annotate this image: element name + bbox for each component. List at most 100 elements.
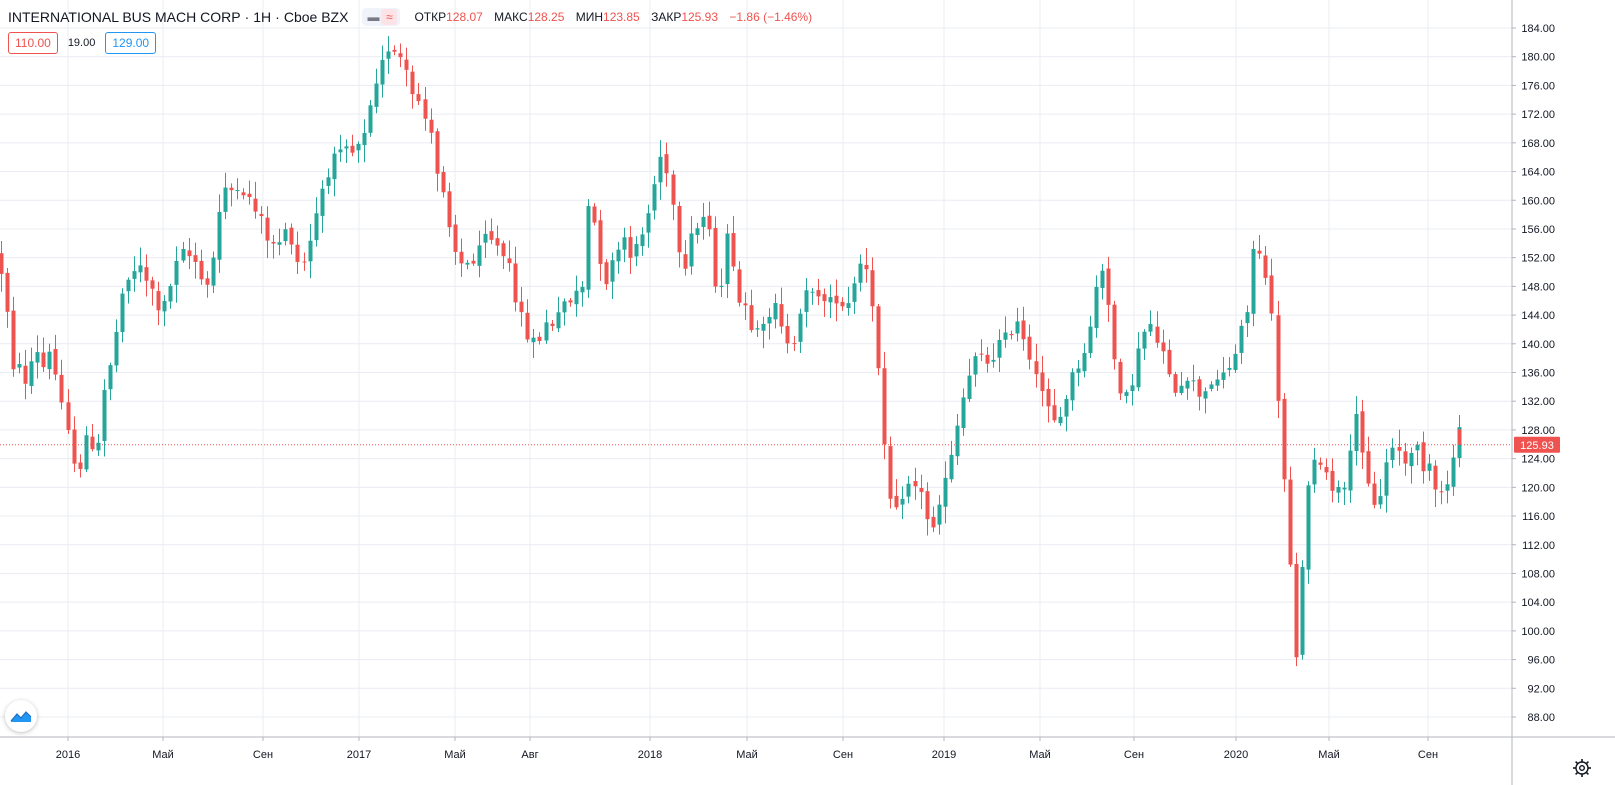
candle-body — [725, 233, 730, 285]
candle-body — [816, 290, 821, 297]
y-tick-label: 120.00 — [1521, 482, 1555, 494]
candle-body — [1058, 416, 1063, 424]
candle-body — [1324, 467, 1329, 473]
high-value: 128.25 — [527, 10, 565, 24]
low-label: МИН — [575, 10, 604, 24]
candle-body — [525, 312, 530, 340]
candle-body — [652, 184, 657, 211]
high-label: МАКС — [494, 10, 528, 24]
y-tick-label: 108.00 — [1521, 568, 1555, 580]
approx-icon[interactable]: ≈ — [381, 9, 398, 25]
candle-body — [193, 255, 198, 262]
x-tick-label: Май — [444, 749, 466, 761]
x-tick-label: 2018 — [638, 749, 662, 761]
candle-body — [882, 368, 887, 445]
candle-body — [1239, 325, 1244, 353]
candle-body — [1451, 457, 1456, 487]
x-tick-label: 2019 — [932, 749, 956, 761]
candle-body — [483, 233, 488, 243]
y-tick-label: 160.00 — [1521, 195, 1555, 207]
candle-body — [47, 351, 52, 370]
x-tick-label: 2020 — [1224, 749, 1248, 761]
sell-button[interactable]: 110.00 — [8, 32, 58, 54]
candle-body — [138, 265, 143, 273]
y-tick-label: 148.00 — [1521, 281, 1555, 293]
candle-body — [416, 94, 421, 102]
candle-body — [562, 301, 567, 313]
candle-body — [1421, 442, 1426, 472]
candles — [0, 36, 1462, 667]
candle-body — [888, 446, 893, 499]
candle-body — [1415, 444, 1420, 451]
minus-icon[interactable]: ▬ — [367, 10, 380, 24]
candle-body — [604, 262, 609, 285]
candle-body — [979, 353, 984, 355]
candle-body — [1269, 275, 1274, 314]
candle-body — [707, 215, 712, 230]
candle-body — [749, 305, 754, 331]
candle-body — [1445, 484, 1450, 491]
spread-value: 19.00 — [67, 37, 96, 49]
candle-body — [90, 436, 95, 450]
candle-body — [1251, 248, 1256, 314]
candle-body — [150, 280, 155, 289]
candle-body — [223, 187, 228, 212]
candle-body — [1185, 380, 1190, 389]
candle-body — [23, 365, 28, 384]
candle-body — [1366, 451, 1371, 484]
candle-body — [314, 213, 319, 241]
candle-body — [1021, 320, 1026, 340]
candle-body — [773, 303, 778, 320]
candle-body — [925, 491, 930, 520]
y-tick-label: 144.00 — [1521, 310, 1555, 322]
candle-body — [108, 365, 113, 390]
candle-body — [380, 59, 385, 85]
candle-body — [126, 279, 131, 292]
candle-body — [398, 53, 403, 58]
y-tick-label: 156.00 — [1521, 224, 1555, 236]
candle-body — [441, 172, 446, 193]
candle-body — [1318, 462, 1323, 465]
candle-body — [531, 337, 536, 343]
candle-body — [658, 156, 663, 183]
candle-body — [1112, 304, 1117, 360]
candle-body — [1118, 361, 1123, 394]
series-toggle[interactable]: ▬ ≈ — [362, 8, 401, 26]
candle-body — [1136, 348, 1141, 388]
symbol-name[interactable]: INTERNATIONAL BUS MACH CORP — [8, 9, 241, 25]
candle-body — [1100, 270, 1105, 288]
candle-body — [356, 143, 361, 151]
y-tick-label: 88.00 — [1527, 712, 1555, 724]
y-tick-label: 128.00 — [1521, 425, 1555, 437]
y-tick-label: 152.00 — [1521, 253, 1555, 265]
candle-body — [695, 228, 700, 236]
candle-body — [949, 454, 954, 480]
buy-button[interactable]: 129.00 — [105, 32, 157, 54]
candle-body — [1245, 312, 1250, 324]
separator-dot: · — [275, 9, 280, 25]
candle-body — [1433, 465, 1438, 490]
candle-body — [1034, 361, 1039, 375]
settings-gear-icon[interactable] — [1571, 757, 1593, 779]
candle-body — [858, 263, 863, 283]
candle-body — [247, 193, 252, 198]
candle-body — [1276, 315, 1281, 401]
candle-body — [1306, 485, 1311, 570]
candle-body — [289, 227, 294, 245]
candle-body — [302, 261, 307, 263]
candle-body — [507, 258, 512, 264]
interval-label[interactable]: 1H — [253, 9, 272, 25]
candle-body — [332, 153, 337, 180]
candle-body — [1348, 450, 1353, 491]
x-tick-label: Май — [1318, 749, 1340, 761]
candle-body — [1378, 496, 1383, 505]
candle-body — [199, 260, 204, 280]
exchange-label: Cboe BZX — [283, 9, 349, 25]
tradingview-logo-icon[interactable] — [5, 700, 37, 732]
candle-body — [822, 294, 827, 302]
candle-body — [120, 293, 125, 333]
candle-body — [295, 244, 300, 262]
candle-body — [1427, 463, 1432, 471]
